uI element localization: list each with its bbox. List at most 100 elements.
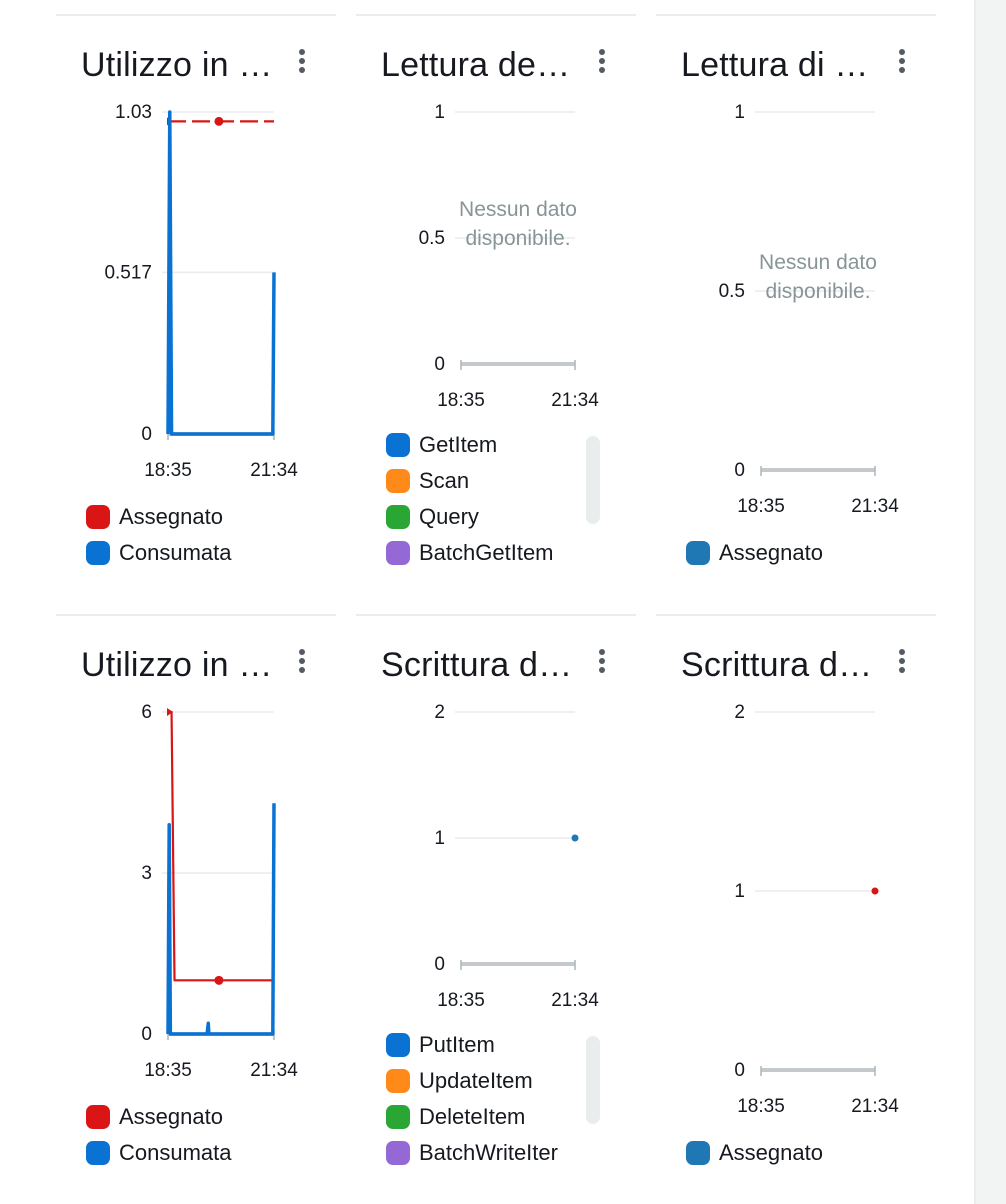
series-line-consumata: [166, 803, 276, 1036]
x-tick-label: 21:34: [851, 496, 899, 517]
more-actions-icon[interactable]: [292, 48, 312, 82]
more-actions-icon[interactable]: [892, 48, 912, 82]
y-tick-label: 1: [734, 881, 745, 902]
no-data-message: disponibile.: [465, 227, 570, 250]
data-point: [214, 116, 224, 126]
legend-swatch: [686, 1141, 710, 1165]
widget-read-requests: Lettura de… 0 0.5 1 18:35 21:34 Nessun dato di…: [356, 14, 636, 574]
scroll-gutter[interactable]: [976, 0, 1006, 1204]
data-point: [167, 708, 173, 716]
legend-label: BatchGetItem: [419, 540, 554, 565]
legend-label: Consumata: [119, 1140, 232, 1165]
legend-label: BatchWriteIter: [419, 1140, 558, 1165]
y-tick-label: 0: [734, 460, 745, 481]
line-chart: 0 3 6 18:35 21:34: [141, 702, 298, 1081]
y-tick-label: 1: [734, 102, 745, 123]
line-chart: 0 1 2 18:35 21:34: [734, 702, 899, 1117]
widget-title[interactable]: Scrittura d…: [681, 646, 873, 684]
legend-swatch: [386, 1069, 410, 1093]
legend-scrollbar[interactable]: [586, 1036, 600, 1124]
legend-label: Consumata: [119, 540, 232, 565]
no-data-message: Nessun dato: [459, 198, 577, 221]
legend-label: PutItem: [419, 1032, 495, 1057]
y-tick-label: 0: [734, 1060, 745, 1081]
legend-label: DeleteItem: [419, 1104, 526, 1129]
legend-label: Assegnato: [119, 1104, 223, 1129]
y-tick-label: 2: [434, 702, 445, 723]
legend-swatch: [86, 541, 110, 565]
legend-label: Scan: [419, 468, 470, 493]
more-actions-icon[interactable]: [592, 48, 612, 82]
legend-label: Assegnato: [719, 540, 823, 565]
y-tick-label: 0.5: [419, 228, 445, 249]
y-tick-label: 0: [434, 354, 445, 375]
x-tick-label: 21:34: [250, 460, 298, 481]
more-actions-icon[interactable]: [292, 648, 312, 682]
y-tick-label: 1: [434, 102, 445, 123]
x-tick-label: 21:34: [851, 1096, 899, 1117]
widget-divider: [356, 614, 636, 616]
legend-swatch: [386, 505, 410, 529]
widget-title[interactable]: Lettura di …: [681, 46, 869, 84]
x-tick-label: 18:35: [437, 990, 485, 1011]
legend-swatch: [386, 1033, 410, 1057]
legend-swatch: [386, 469, 410, 493]
legend-label: Query: [419, 504, 479, 529]
x-tick-label: 18:35: [144, 460, 192, 481]
y-tick-label: 0: [434, 954, 445, 975]
data-point: [871, 887, 879, 895]
more-actions-icon[interactable]: [892, 648, 912, 682]
data-point: [214, 975, 224, 985]
x-tick-label: 18:35: [144, 1060, 192, 1081]
y-tick-label: 0.517: [104, 262, 152, 283]
widget-divider: [56, 14, 336, 16]
widget-divider: [56, 614, 336, 616]
legend-swatch: [86, 1141, 110, 1165]
widget-divider: [356, 14, 636, 16]
legend-swatch: [386, 1141, 410, 1165]
legend-swatch: [386, 1105, 410, 1129]
y-tick-label: 6: [141, 702, 152, 723]
x-tick-label: 21:34: [551, 390, 599, 411]
widget-read-provisioned: Lettura di … 0 0.5 1 18:35 21:34 Nessun dato d…: [656, 14, 936, 574]
widget-table-capacity-read: Utilizzo in … 0 0.517 1.03 18:35 21:34 Asseg…: [56, 14, 336, 574]
widget-write-provisioned: Scrittura d… 0 1 2 18:35 21:34 Assegnato: [656, 614, 936, 1174]
widget-divider: [656, 614, 936, 616]
x-tick-label: 18:35: [737, 496, 785, 517]
legend-label: UpdateItem: [419, 1068, 533, 1093]
y-tick-label: 0.5: [719, 281, 745, 302]
legend-swatch: [686, 541, 710, 565]
y-tick-label: 0: [141, 1024, 152, 1045]
no-data-message: Nessun dato: [759, 251, 877, 274]
y-tick-label: 2: [734, 702, 745, 723]
no-data-message: disponibile.: [765, 280, 870, 303]
legend-label: Assegnato: [119, 504, 223, 529]
line-chart: 0 0.517 1.03 18:35 21:34: [104, 102, 298, 481]
legend-swatch: [86, 505, 110, 529]
y-tick-label: 0: [141, 424, 152, 445]
legend-swatch: [386, 541, 410, 565]
widget-title[interactable]: Lettura de…: [381, 46, 571, 84]
legend-label: Assegnato: [719, 1140, 823, 1165]
line-chart: 0 1 2 18:35 21:34: [434, 702, 599, 1011]
series-line-assegnato: [168, 710, 274, 982]
x-tick-label: 18:35: [437, 390, 485, 411]
legend-scrollbar[interactable]: [586, 436, 600, 524]
y-tick-label: 1.03: [115, 102, 152, 123]
y-tick-label: 1: [434, 828, 445, 849]
container-border: [974, 0, 976, 1204]
y-tick-label: 3: [141, 863, 152, 884]
x-tick-label: 21:34: [250, 1060, 298, 1081]
series-line-consumata: [166, 110, 276, 436]
legend-swatch: [386, 433, 410, 457]
data-point: [571, 834, 579, 842]
widget-table-capacity-write: Utilizzo in … 0 3 6 18:35 21:34 Assegnato Con…: [56, 614, 336, 1174]
widget-title[interactable]: Scrittura d…: [381, 646, 573, 684]
widget-title[interactable]: Utilizzo in …: [81, 646, 273, 684]
widget-title[interactable]: Utilizzo in …: [81, 46, 273, 84]
more-actions-icon[interactable]: [592, 648, 612, 682]
widget-write-requests: Scrittura d… 0 1 2 18:35 21:34 PutItem Update…: [356, 614, 636, 1174]
line-chart: 0 0.5 1 18:35 21:34 Nessun dato disponibile.: [419, 102, 600, 411]
x-tick-label: 21:34: [551, 990, 599, 1011]
widget-divider: [656, 14, 936, 16]
